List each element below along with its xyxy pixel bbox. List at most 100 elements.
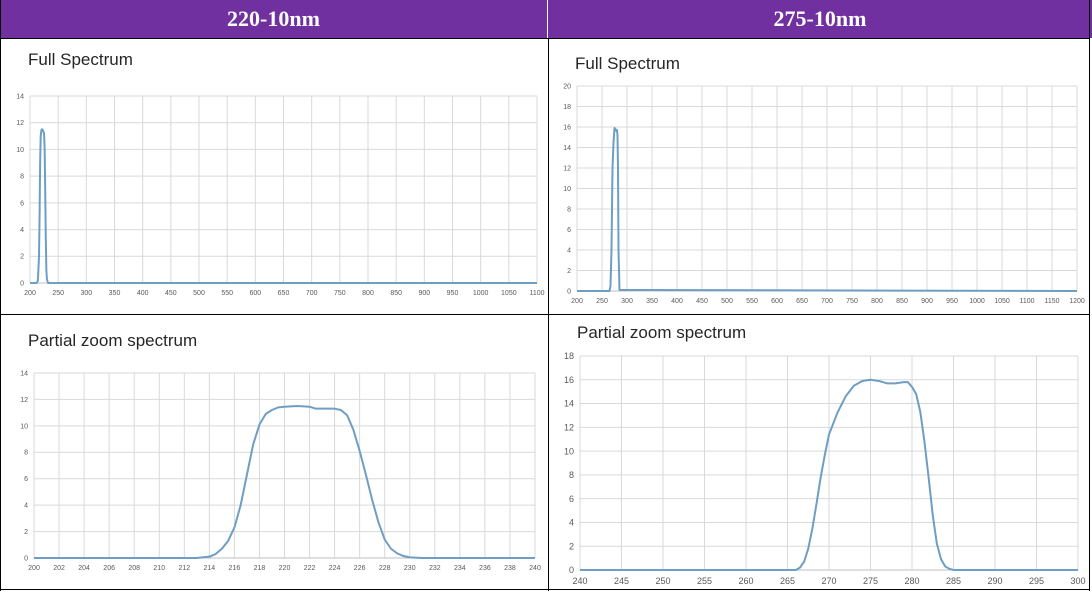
x-tick-label: 1100	[1019, 298, 1034, 305]
y-tick-label: 10	[563, 186, 571, 193]
y-tick-label: 0	[567, 288, 571, 295]
y-tick-label: 10	[564, 446, 574, 456]
y-tick-label: 8	[24, 450, 28, 457]
x-tick-label: 204	[78, 565, 90, 572]
x-tick-label: 260	[738, 576, 753, 586]
x-tick-label: 255	[697, 576, 712, 586]
table-border-header	[0, 38, 1090, 39]
x-tick-label: 1050	[994, 298, 1010, 305]
x-tick-label: 550	[746, 298, 758, 305]
x-tick-label: 234	[454, 565, 466, 572]
y-tick-label: 10	[16, 147, 24, 154]
x-tick-label: 300	[621, 298, 633, 305]
x-tick-label: 650	[278, 290, 290, 297]
x-tick-label: 238	[504, 565, 516, 572]
x-tick-label: 350	[646, 298, 658, 305]
y-tick-label: 6	[20, 200, 24, 207]
y-tick-label: 6	[567, 227, 571, 234]
y-tick-label: 4	[24, 503, 28, 510]
x-tick-label: 250	[655, 576, 670, 586]
x-tick-label: 224	[329, 565, 341, 572]
gridlines	[33, 372, 536, 559]
table-border-right	[1089, 0, 1090, 591]
x-tick-label: 350	[109, 290, 121, 297]
y-tick-label: 14	[16, 93, 24, 100]
x-tick-label: 285	[946, 576, 961, 586]
y-tick-label: 12	[564, 422, 574, 432]
x-tick-label: 1200	[1069, 298, 1085, 305]
y-tick-label: 0	[569, 565, 574, 575]
x-tick-label: 212	[178, 565, 190, 572]
x-tick-label: 230	[404, 565, 416, 572]
x-tick-label: 850	[896, 298, 908, 305]
y-tick-label: 4	[20, 227, 24, 234]
y-tick-label: 10	[20, 423, 28, 430]
transmission-series-line	[577, 127, 1078, 292]
x-tick-label: 400	[137, 290, 149, 297]
y-tick-label: 2	[569, 541, 574, 551]
x-tick-label: 700	[821, 298, 833, 305]
y-tick-label: 12	[16, 120, 24, 127]
y-tick-label: 12	[563, 165, 571, 172]
x-tick-label: 232	[429, 565, 441, 572]
y-tick-label: 12	[20, 397, 28, 404]
y-tick-label: 20	[563, 83, 571, 90]
x-tick-label: 206	[103, 565, 115, 572]
x-tick-label: 208	[128, 565, 140, 572]
y-tick-label: 2	[567, 268, 571, 275]
transmission-series-line	[34, 405, 535, 559]
x-tick-label: 280	[904, 576, 919, 586]
y-tick-label: 14	[20, 370, 28, 377]
y-tick-label: 8	[567, 206, 571, 213]
x-tick-label: 900	[921, 298, 933, 305]
y-tick-label: 6	[569, 494, 574, 504]
x-tick-label: 250	[52, 290, 64, 297]
y-tick-label: 0	[20, 280, 24, 287]
y-tick-label: 18	[564, 351, 574, 361]
x-tick-label: 270	[821, 576, 836, 586]
x-tick-label: 210	[153, 565, 165, 572]
column-header-220-10nm: 220-10nm	[0, 0, 548, 38]
column-header-275-10nm: 275-10nm	[548, 0, 1092, 38]
x-tick-label: 1150	[1044, 298, 1059, 305]
x-tick-label: 1100	[529, 290, 544, 297]
panel-title-full-spectrum-275: Full Spectrum	[575, 54, 680, 73]
y-tick-label: 0	[24, 555, 28, 562]
y-tick-label: 8	[569, 470, 574, 480]
x-tick-label: 228	[379, 565, 391, 572]
gridlines	[576, 85, 1078, 292]
x-tick-label: 650	[796, 298, 808, 305]
x-tick-label: 500	[721, 298, 733, 305]
x-tick-label: 1000	[473, 290, 489, 297]
x-tick-label: 216	[229, 565, 241, 572]
x-tick-label: 900	[418, 290, 430, 297]
x-tick-label: 200	[24, 290, 36, 297]
chart-full-spectrum-275: 200 250 300 350 400 450 500 550 600 650 700 750 800 8…	[563, 83, 1085, 305]
x-tick-label: 600	[771, 298, 783, 305]
y-tick-label: 4	[569, 518, 574, 528]
x-tick-label: 450	[696, 298, 708, 305]
panel-title-partial-zoom-275: Partial zoom spectrum	[577, 323, 747, 342]
x-tick-label: 700	[306, 290, 318, 297]
x-tick-label: 245	[614, 576, 629, 586]
transmission-series-line	[580, 378, 1078, 571]
x-tick-label: 240	[572, 576, 587, 586]
table-border-bottom	[0, 589, 1090, 590]
x-tick-label: 214	[204, 565, 216, 572]
x-tick-label: 240	[529, 565, 541, 572]
y-tick-label: 2	[20, 254, 24, 261]
x-tick-label: 220	[279, 565, 291, 572]
x-tick-label: 250	[596, 298, 608, 305]
y-tick-label: 16	[564, 375, 574, 385]
x-tick-label: 950	[946, 298, 958, 305]
chart-full-spectrum-220: 200 250 300 350 400 450 500 550 600 650 700 750 800 8…	[16, 93, 544, 297]
y-tick-label: 8	[20, 174, 24, 181]
x-tick-label: 226	[354, 565, 366, 572]
x-tick-label: 202	[53, 565, 65, 572]
x-tick-label: 200	[571, 298, 583, 305]
y-tick-label: 6	[24, 476, 28, 483]
x-tick-label: 295	[1029, 576, 1044, 586]
x-tick-label: 200	[28, 565, 40, 572]
y-tick-label: 16	[563, 124, 571, 131]
table-border-left	[0, 0, 1, 591]
